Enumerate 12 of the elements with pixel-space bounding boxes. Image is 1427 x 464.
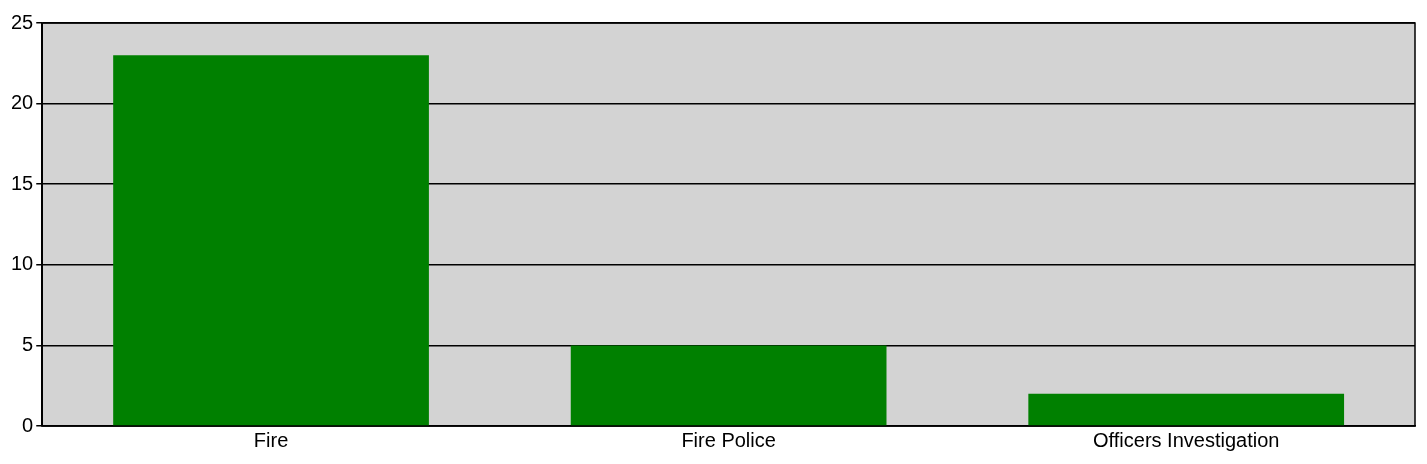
x-tick-label: Fire <box>253 428 289 451</box>
x-tick-label: Officers Investigation <box>1093 428 1280 451</box>
y-tick-label: 10 <box>11 252 34 275</box>
bar <box>113 55 429 426</box>
y-tick-label: 20 <box>11 91 34 114</box>
y-tick-label: 15 <box>11 171 34 194</box>
x-tick-label: Fire Police <box>681 428 776 451</box>
bar <box>570 345 887 426</box>
y-tick-label: 5 <box>22 332 34 355</box>
bar <box>1028 393 1345 426</box>
y-tick-label: 0 <box>22 413 34 436</box>
y-tick-label: 25 <box>11 10 34 33</box>
